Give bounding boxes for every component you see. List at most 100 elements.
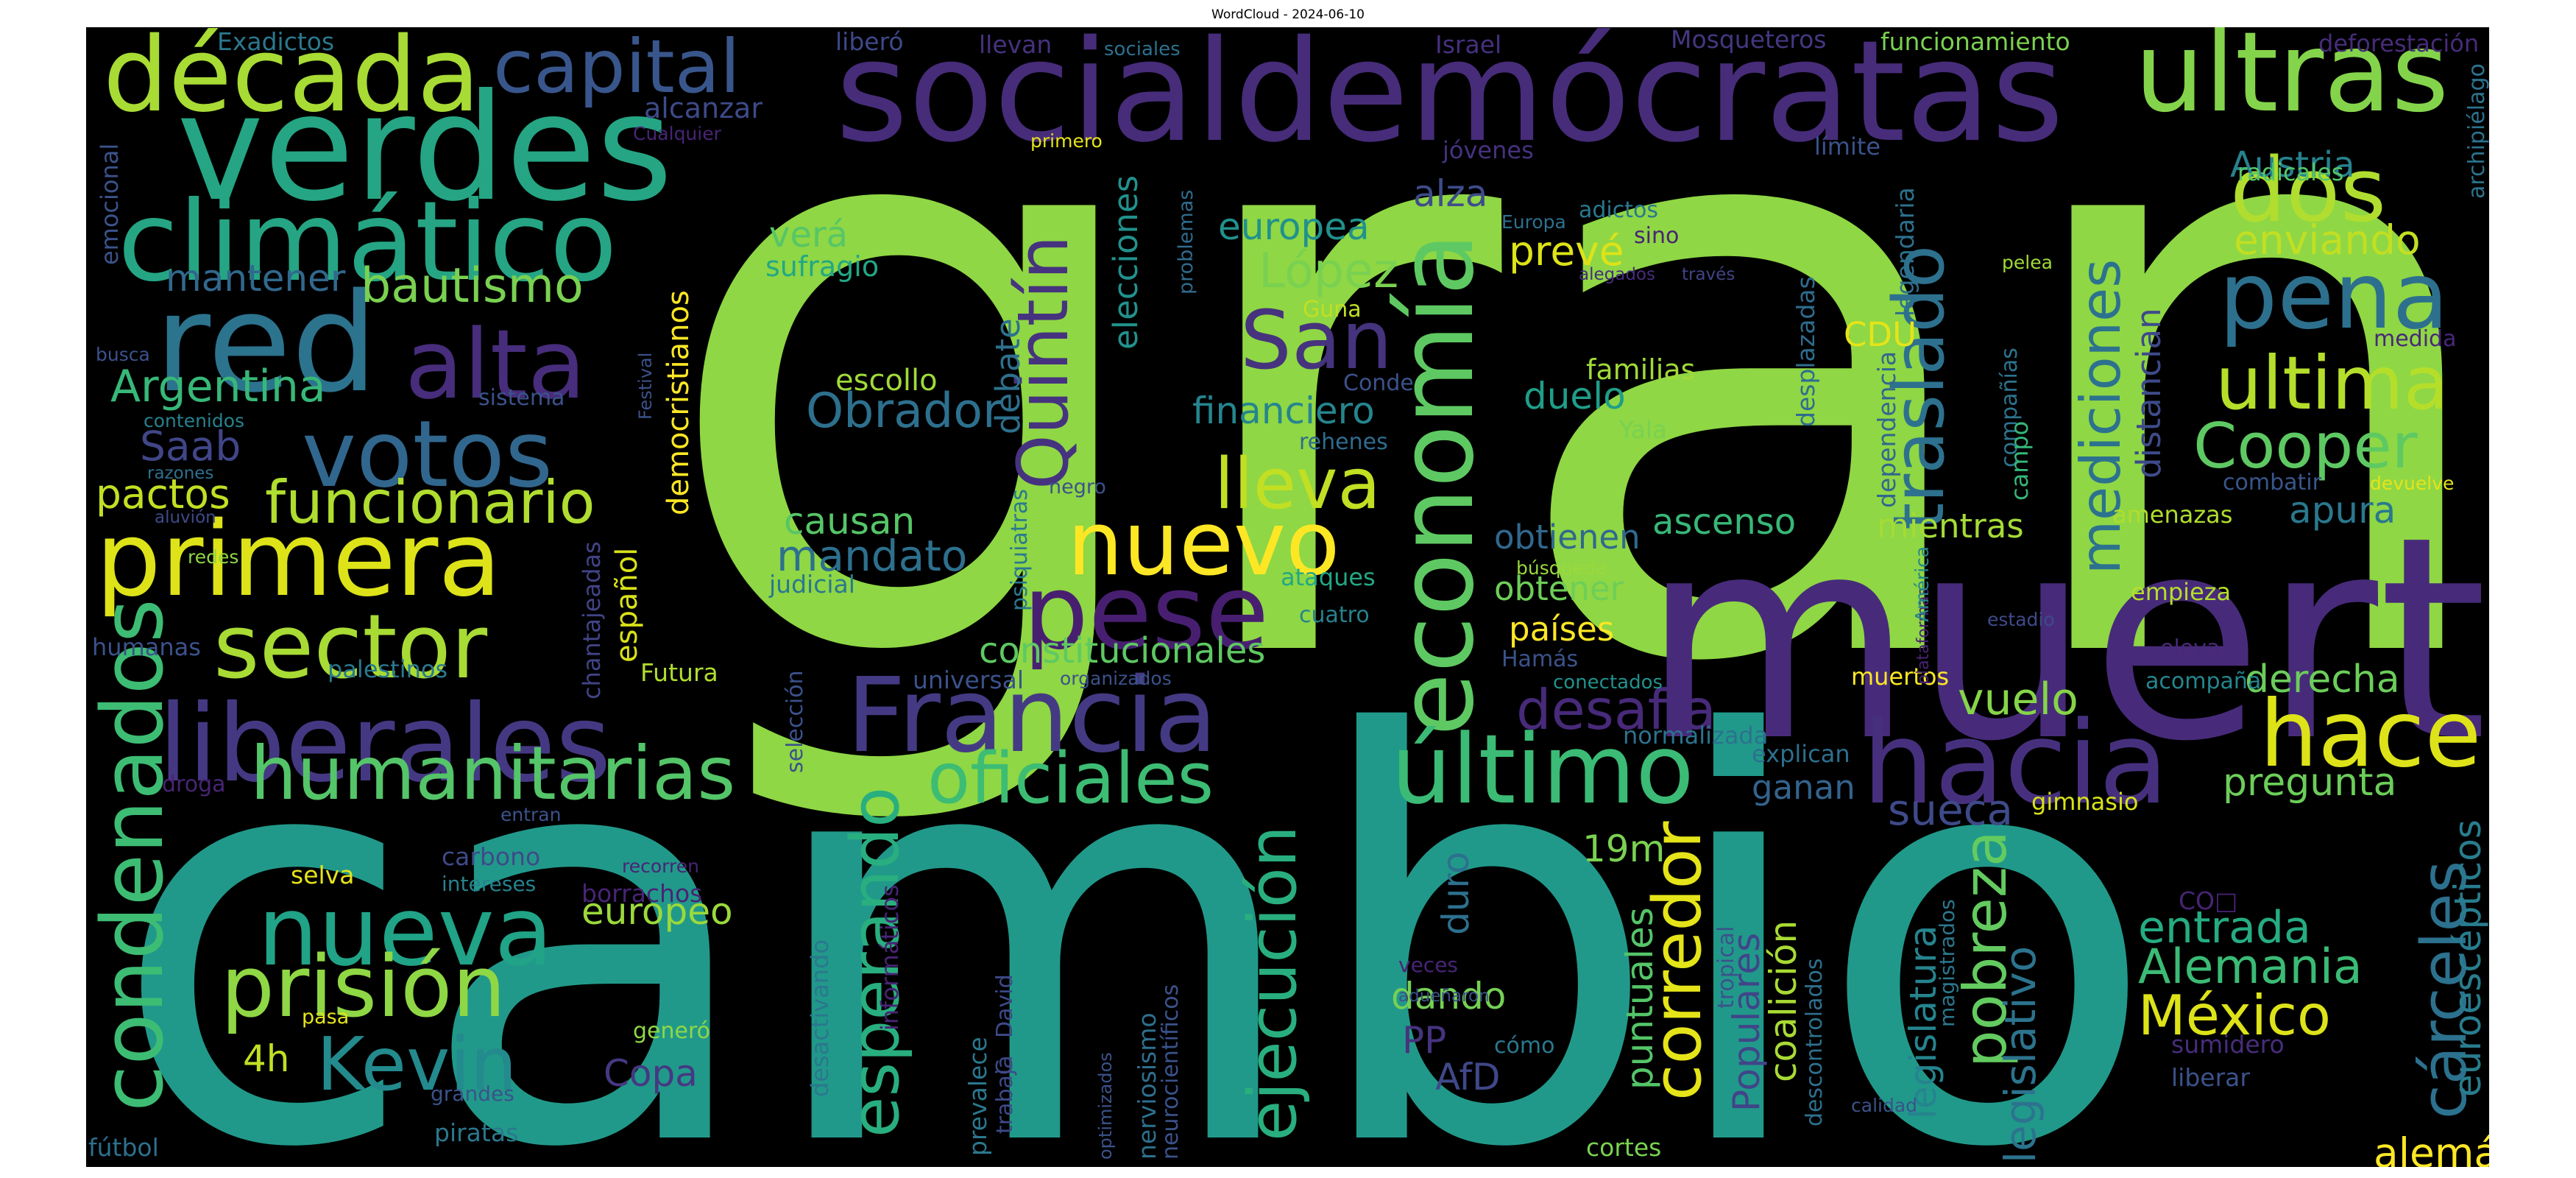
word-5: ultras xyxy=(2134,9,2449,137)
word-96: democristianos xyxy=(662,290,696,515)
word-128: funcionamiento xyxy=(1880,27,2070,56)
word-132: sociales xyxy=(1104,38,1181,60)
word-23: Quintín xyxy=(1003,236,1084,490)
word-32: López xyxy=(1259,244,1398,299)
word-113: conectados xyxy=(1553,671,1663,694)
word-71: PP xyxy=(1402,1019,1446,1062)
word-86: mientras xyxy=(1877,507,2024,546)
word-62: legislatura xyxy=(1902,925,1945,1119)
word-120: eleva xyxy=(2160,635,2220,661)
word-30: mediciones xyxy=(2068,259,2133,574)
word-170: selva xyxy=(291,861,354,889)
word-131: llevan xyxy=(979,30,1052,59)
word-168: droga xyxy=(162,772,226,797)
word-12: primera xyxy=(96,500,501,620)
word-144: través xyxy=(1682,265,1735,284)
word-38: condenados xyxy=(84,599,183,1112)
word-88: distancian xyxy=(2129,308,2168,479)
word-176: desactivando xyxy=(806,939,834,1097)
word-4: verdes xyxy=(177,63,673,234)
word-186: cómo xyxy=(1494,1033,1554,1059)
word-75: Copa xyxy=(604,1052,698,1095)
word-159: aluvión xyxy=(155,508,216,527)
word-8: red xyxy=(155,264,378,423)
word-107: Conde xyxy=(1343,370,1414,396)
word-154: América xyxy=(1911,546,1933,622)
word-171: carbono xyxy=(442,842,540,871)
word-3: socialdemócratas xyxy=(835,10,2064,173)
word-106: Yala xyxy=(1618,415,1667,444)
word-20: hacia xyxy=(1862,696,2169,830)
word-148: dependencia xyxy=(1872,351,1901,508)
word-153: plataformas xyxy=(1914,588,1933,685)
word-130: Israel xyxy=(1435,30,1501,59)
word-26: pena xyxy=(2219,243,2449,350)
word-10: capital xyxy=(493,24,740,110)
word-157: contenidos xyxy=(144,410,244,431)
word-79: financiero xyxy=(1192,389,1375,432)
word-14: liberales xyxy=(158,682,611,806)
word-150: compañías xyxy=(1997,348,2023,468)
word-15: funcionario xyxy=(265,468,595,537)
word-102: judicial xyxy=(768,570,855,599)
word-99: Futura xyxy=(640,658,718,687)
word-2: muerte xyxy=(1641,476,2576,803)
word-145: pelea xyxy=(2002,252,2053,273)
word-179: C xyxy=(992,1059,1018,1075)
word-185: adueñaron xyxy=(1398,987,1490,1006)
word-40: nueva xyxy=(258,875,553,987)
word-119: empieza xyxy=(2131,578,2231,606)
word-138: jóvenes xyxy=(1442,136,1534,164)
word-175: informáticos xyxy=(876,884,904,1031)
word-193: calidad xyxy=(1851,1095,1917,1116)
word-39: humanitarias xyxy=(250,730,735,817)
word-65: coalición xyxy=(1762,920,1805,1082)
word-190: piratas xyxy=(434,1118,518,1147)
word-103: alcanzar xyxy=(644,92,762,124)
word-109: rehenes xyxy=(1299,429,1388,455)
word-77: europea xyxy=(1218,205,1370,248)
word-97: español xyxy=(610,548,644,663)
word-85: constitucionales xyxy=(979,630,1265,671)
chart-title: WordCloud - 2024-06-10 xyxy=(1211,7,1365,22)
word-67: Populares xyxy=(1725,933,1768,1112)
word-41: prisión xyxy=(221,938,506,1037)
word-11: votos xyxy=(302,401,553,508)
word-163: negro xyxy=(1049,476,1106,498)
word-81: ascenso xyxy=(1652,501,1796,543)
word-174: borrachos xyxy=(581,879,702,908)
word-80: duelo xyxy=(1524,375,1626,417)
word-58: pregunta xyxy=(2223,761,2396,805)
word-18: economía xyxy=(1377,233,1497,736)
word-46: corredor xyxy=(1639,821,1716,1101)
word-172: intereses xyxy=(442,872,536,896)
word-61: legislativo xyxy=(1995,946,2045,1163)
word-115: normalizada xyxy=(1623,722,1768,750)
word-28: Cooper xyxy=(2193,410,2418,483)
word-173: recorren xyxy=(622,856,699,877)
word-129: Mosqueteros xyxy=(1671,25,1827,54)
word-105: familias xyxy=(1586,353,1695,386)
word-180: David xyxy=(992,974,1018,1038)
word-64: alemán xyxy=(2374,1129,2524,1177)
word-51: entrada xyxy=(2138,902,2311,953)
word-117: gimnasio xyxy=(2031,788,2138,816)
word-161: sistema xyxy=(478,385,565,411)
word-197: CO□ xyxy=(2179,886,2237,915)
word-50: Alemania xyxy=(2138,939,2363,995)
word-54: causan xyxy=(784,500,915,543)
word-140: adictos xyxy=(1579,197,1658,223)
word-25: dos xyxy=(2230,140,2386,242)
word-92: debate xyxy=(988,318,1027,434)
word-22: último xyxy=(1391,713,1694,825)
word-27: ultima xyxy=(2215,340,2449,426)
word-29: traslado xyxy=(1879,245,1960,530)
word-68: 19m xyxy=(1582,828,1665,870)
word-135: emocional xyxy=(96,144,124,265)
word-127: deforestación xyxy=(2318,29,2479,57)
word-70: duro xyxy=(1434,852,1477,935)
word-9: alta xyxy=(405,308,586,420)
word-116: explican xyxy=(1752,740,1850,768)
word-134: Exadictos xyxy=(217,27,334,56)
word-198: sumidero xyxy=(2171,1030,2285,1059)
